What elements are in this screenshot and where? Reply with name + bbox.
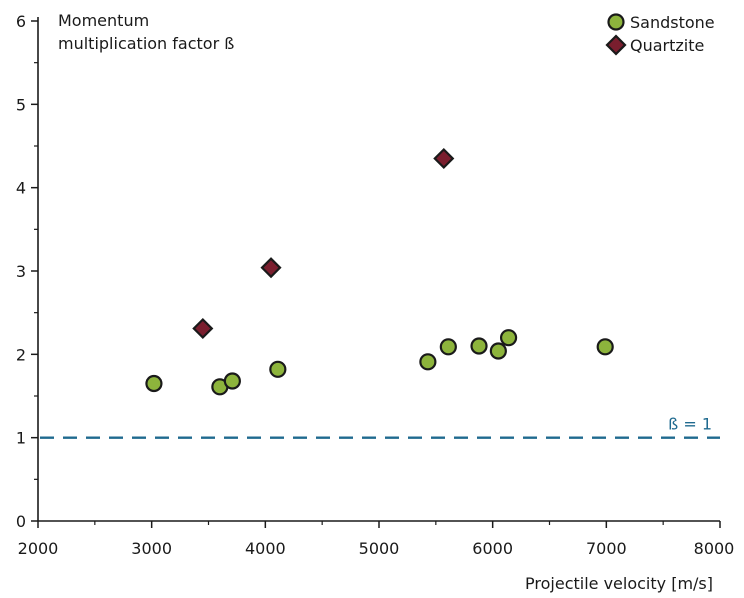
x-tick-label: 4000 (245, 539, 286, 558)
y-tick-label: 4 (16, 179, 26, 198)
y-tick-label: 2 (16, 345, 26, 364)
x-tick-label: 3000 (131, 539, 172, 558)
legend-sandstone-label: Sandstone (630, 13, 715, 32)
y-tick-label: 6 (16, 12, 26, 31)
sandstone-point (269, 360, 287, 378)
x-tick-label: 8000 (694, 539, 735, 558)
data-marks (145, 147, 614, 396)
x-tick-label: 5000 (359, 539, 400, 558)
legend-sandstone-marker (607, 13, 625, 31)
reference-line-group: ß = 1 (40, 415, 720, 439)
x-tick-label: 6000 (472, 539, 513, 558)
legend-quartzite-marker (605, 34, 627, 56)
sandstone-point (419, 353, 437, 371)
sandstone-point (499, 329, 518, 347)
y-axis-title-line: multiplication factor ß (58, 34, 234, 53)
sandstone-point (145, 374, 163, 393)
legend-quartzite-label: Quartzite (630, 36, 704, 55)
sandstone-point (223, 372, 241, 390)
y-axis-title-line: Momentum (58, 11, 149, 30)
y-tick-label: 0 (16, 512, 26, 531)
quartzite-point (260, 257, 282, 279)
x-tick-label: 2000 (18, 539, 59, 558)
x-axis-title: Projectile velocity [m/s] (525, 574, 713, 593)
axis-titles: Momentum multiplication factor ß Projectil… (58, 11, 713, 593)
quartzite-point (192, 317, 214, 340)
sandstone-point (439, 338, 457, 356)
reference-line-label: ß = 1 (668, 415, 712, 434)
x-tick-label: 7000 (586, 539, 627, 558)
quartzite-point (433, 147, 455, 170)
sandstone-point (470, 337, 488, 355)
y-tick-label: 5 (16, 95, 26, 114)
legend: Sandstone Quartzite (605, 13, 715, 56)
axes: 0 1 2 3 4 5 6 2000 3000 4000 5000 6000 7000 8000 (16, 12, 735, 558)
sandstone-point (489, 342, 507, 360)
y-tick-label: 3 (16, 262, 26, 281)
sandstone-point (596, 338, 614, 356)
y-tick-label: 1 (16, 429, 26, 448)
